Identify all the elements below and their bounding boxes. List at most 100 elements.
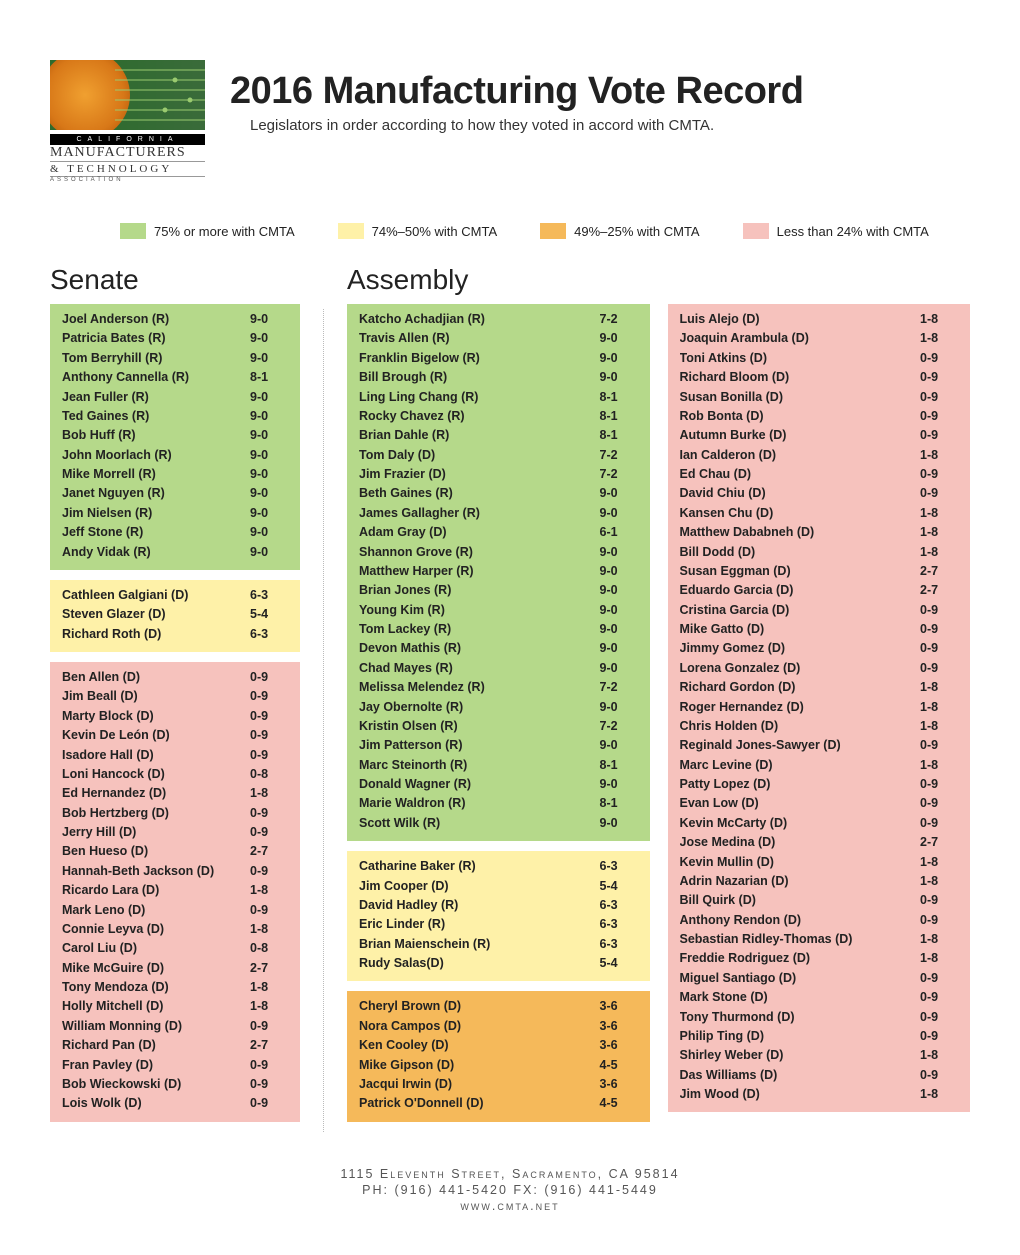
- legislator-row: Anthony Cannella (R)8-1: [62, 368, 290, 387]
- footer-url: www.cmta.net: [50, 1199, 970, 1213]
- legislator-name: Toni Atkins (D): [680, 349, 921, 368]
- legislator-name: Chris Holden (D): [680, 717, 921, 736]
- legislator-row: Susan Bonilla (D)0-9: [680, 388, 961, 407]
- legislator-name: Marc Levine (D): [680, 756, 921, 775]
- legislator-row: Richard Pan (D)2-7: [62, 1036, 290, 1055]
- legislator-name: Jay Obernolte (R): [359, 698, 600, 717]
- legislator-score: 9-0: [600, 368, 640, 387]
- legislator-row: Ken Cooley (D)3-6: [359, 1036, 640, 1055]
- legislator-row: Katcho Achadjian (R)7-2: [359, 310, 640, 329]
- legislator-name: Rob Bonta (D): [680, 407, 921, 426]
- legislator-score: 0-9: [250, 1075, 290, 1094]
- legislator-name: Isadore Hall (D): [62, 746, 250, 765]
- legislator-row: Mark Stone (D)0-9: [680, 988, 961, 1007]
- legislator-name: Fran Pavley (D): [62, 1056, 250, 1075]
- legislator-score: 2-7: [920, 833, 960, 852]
- legislator-row: Jim Beall (D)0-9: [62, 687, 290, 706]
- legislator-row: Franklin Bigelow (R)9-0: [359, 349, 640, 368]
- legislator-row: Hannah-Beth Jackson (D)0-9: [62, 862, 290, 881]
- legislator-score: 1-8: [920, 717, 960, 736]
- legislator-name: Jim Beall (D): [62, 687, 250, 706]
- legislator-name: Bill Dodd (D): [680, 543, 921, 562]
- legislator-row: Kevin De León (D)0-9: [62, 726, 290, 745]
- legislator-name: Roger Hernandez (D): [680, 698, 921, 717]
- legislator-name: Ed Chau (D): [680, 465, 921, 484]
- legislator-score: 2-7: [920, 581, 960, 600]
- legislator-name: Melissa Melendez (R): [359, 678, 600, 697]
- legislator-name: Marc Steinorth (R): [359, 756, 600, 775]
- legislator-name: David Chiu (D): [680, 484, 921, 503]
- legislator-row: Mike Morrell (R)9-0: [62, 465, 290, 484]
- assembly-title: Assembly: [347, 264, 970, 296]
- logo-text-line2: MANUFACTURERS: [50, 145, 205, 161]
- legislator-row: Cristina Garcia (D)0-9: [680, 601, 961, 620]
- legislator-score: 0-9: [920, 814, 960, 833]
- legislator-score: 0-9: [250, 726, 290, 745]
- legislator-score: 1-8: [250, 997, 290, 1016]
- legislator-score: 1-8: [920, 310, 960, 329]
- legislator-name: Scott Wilk (R): [359, 814, 600, 833]
- score-block: Luis Alejo (D)1-8Joaquin Arambula (D)1-8…: [668, 304, 971, 1112]
- legislator-name: Joaquin Arambula (D): [680, 329, 921, 348]
- legislator-row: Patty Lopez (D)0-9: [680, 775, 961, 794]
- legend-item: 49%–25% with CMTA: [540, 223, 699, 239]
- legislator-row: Joel Anderson (R)9-0: [62, 310, 290, 329]
- legislator-row: Susan Eggman (D)2-7: [680, 562, 961, 581]
- legislator-name: Mark Stone (D): [680, 988, 921, 1007]
- legislator-name: Shannon Grove (R): [359, 543, 600, 562]
- footer-address: 1115 Eleventh Street, Sacramento, CA 958…: [50, 1167, 970, 1181]
- legislator-name: Ian Calderon (D): [680, 446, 921, 465]
- legislator-name: Bob Hertzberg (D): [62, 804, 250, 823]
- legislator-name: Patrick O'Donnell (D): [359, 1094, 600, 1113]
- legislator-score: 3-6: [600, 1075, 640, 1094]
- logo-text-line4: ASSOCIATION: [50, 177, 205, 183]
- legislator-name: Steven Glazer (D): [62, 605, 250, 624]
- legislator-name: Tony Thurmond (D): [680, 1008, 921, 1027]
- legislator-name: Nora Campos (D): [359, 1017, 600, 1036]
- legislator-score: 6-3: [600, 935, 640, 954]
- legislator-row: Anthony Rendon (D)0-9: [680, 911, 961, 930]
- legislator-row: Fran Pavley (D)0-9: [62, 1056, 290, 1075]
- legislator-score: 1-8: [920, 756, 960, 775]
- legislator-score: 1-8: [920, 1085, 960, 1104]
- legislator-name: Donald Wagner (R): [359, 775, 600, 794]
- legislator-row: Jean Fuller (R)9-0: [62, 388, 290, 407]
- legislator-row: Autumn Burke (D)0-9: [680, 426, 961, 445]
- legislator-score: 9-0: [600, 659, 640, 678]
- legislator-score: 9-0: [600, 620, 640, 639]
- legislator-row: Matthew Harper (R)9-0: [359, 562, 640, 581]
- legislator-score: 0-9: [920, 736, 960, 755]
- score-block: Cathleen Galgiani (D)6-3Steven Glazer (D…: [50, 580, 300, 652]
- legislator-row: Ian Calderon (D)1-8: [680, 446, 961, 465]
- legislator-row: Donald Wagner (R)9-0: [359, 775, 640, 794]
- legislator-score: 9-0: [600, 698, 640, 717]
- legislator-score: 1-8: [920, 698, 960, 717]
- legislator-score: 0-9: [250, 862, 290, 881]
- legislator-row: David Hadley (R)6-3: [359, 896, 640, 915]
- legislator-name: Brian Jones (R): [359, 581, 600, 600]
- legislator-name: John Moorlach (R): [62, 446, 250, 465]
- legislator-row: David Chiu (D)0-9: [680, 484, 961, 503]
- legislator-score: 0-9: [920, 1008, 960, 1027]
- legislator-score: 3-6: [600, 1017, 640, 1036]
- legislator-name: Ken Cooley (D): [359, 1036, 600, 1055]
- legislator-score: 2-7: [250, 842, 290, 861]
- legislator-score: 1-8: [920, 543, 960, 562]
- legislator-score: 0-9: [250, 901, 290, 920]
- legislator-score: 1-8: [920, 949, 960, 968]
- legislator-name: Jose Medina (D): [680, 833, 921, 852]
- legislator-score: 0-9: [920, 349, 960, 368]
- legislator-score: 3-6: [600, 997, 640, 1016]
- logo: CALIFORNIA MANUFACTURERS & TECHNOLOGY AS…: [50, 60, 205, 183]
- legislator-name: Holly Mitchell (D): [62, 997, 250, 1016]
- footer: 1115 Eleventh Street, Sacramento, CA 958…: [50, 1167, 970, 1213]
- legislator-name: Tony Mendoza (D): [62, 978, 250, 997]
- legislator-row: Toni Atkins (D)0-9: [680, 349, 961, 368]
- assembly-left-blocks: Katcho Achadjian (R)7-2Travis Allen (R)9…: [347, 304, 650, 1132]
- legend-item: 74%–50% with CMTA: [338, 223, 497, 239]
- legend-label: 49%–25% with CMTA: [574, 224, 699, 239]
- legislator-name: Joel Anderson (R): [62, 310, 250, 329]
- legislator-score: 1-8: [920, 504, 960, 523]
- legislator-row: Bill Quirk (D)0-9: [680, 891, 961, 910]
- legislator-name: William Monning (D): [62, 1017, 250, 1036]
